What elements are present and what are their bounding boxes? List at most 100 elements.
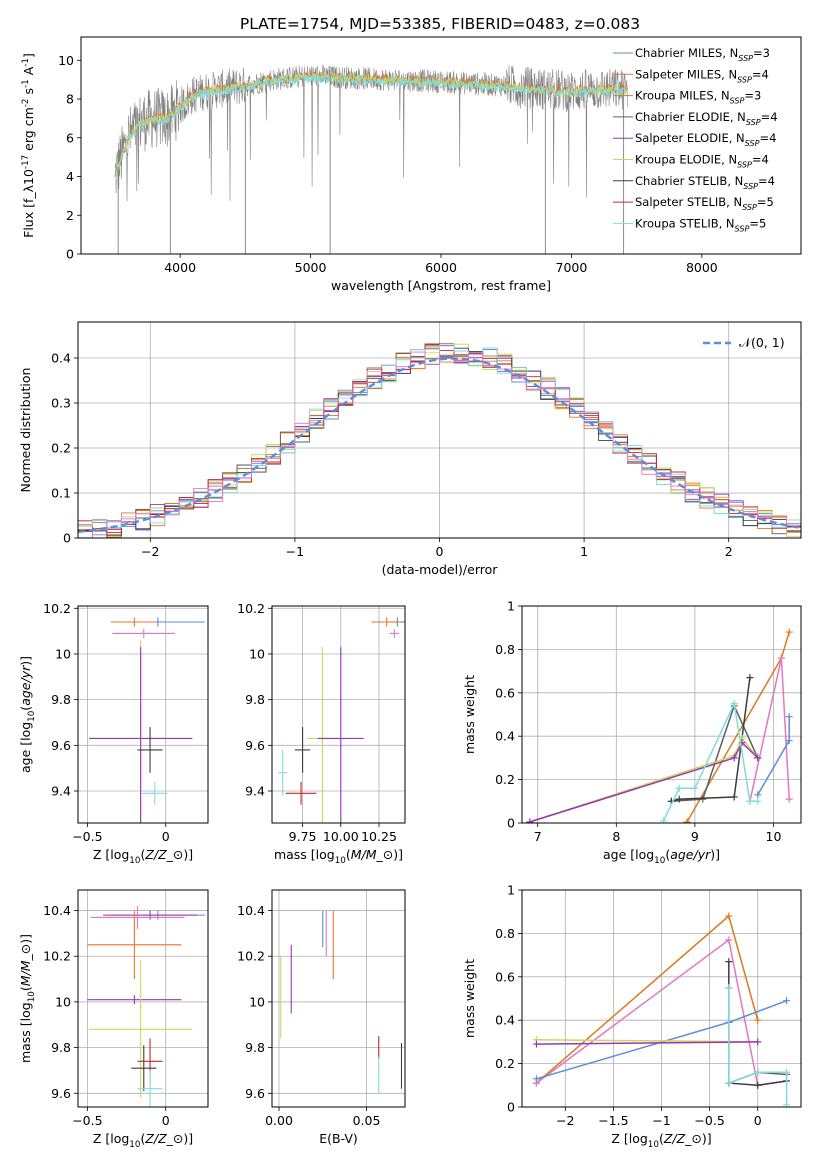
y-tick-label: 9.8: [51, 1040, 71, 1055]
histogram-series: [78, 351, 801, 538]
y-tick-label: 4: [66, 169, 74, 184]
x-tick-label: 6000: [425, 260, 457, 275]
y-axis-label: age [log10(age/yr)]: [18, 656, 37, 773]
x-axis-label: Z [log10(Z/Z_⊙)]: [93, 1131, 193, 1150]
weight-marker: [725, 912, 733, 920]
weight-marker: [526, 818, 534, 823]
legend-entry: Chabrier ELODIE, NSSP=4: [635, 110, 778, 127]
y-tick-label: 10.2: [43, 601, 71, 616]
x-tick-label: −1: [652, 1113, 670, 1128]
y-axis-label: mass [log10(M/M_⊙)]: [18, 934, 37, 1063]
plot-area: [78, 343, 801, 538]
weight-marker: [683, 818, 691, 823]
weight-marker: [725, 958, 733, 966]
legend-entry: Chabrier STELIB, NSSP=4: [635, 174, 775, 191]
weight-series-line: [529, 736, 759, 823]
x-axis-label: E(B-V): [319, 1131, 358, 1146]
legend-entry: 𝒩(0, 1): [739, 335, 785, 350]
age-vs-mass-panel: 9.75 10.00 10.25 9.4 9.6 9.8 10 10.2 mass [log10…: [237, 601, 406, 866]
y-tick-label: 10: [249, 994, 265, 1009]
x-tick-label: 0: [162, 829, 170, 844]
x-tick-label: 9.75: [289, 829, 317, 844]
x-tick-label: 2: [725, 544, 733, 559]
weight-marker: [783, 997, 791, 1005]
x-tick-label: 8: [612, 829, 620, 844]
y-tick-label: 10.4: [237, 903, 265, 918]
x-tick-label: −0.5: [72, 1113, 102, 1128]
errorbar-point: [142, 781, 168, 805]
weight-marker: [785, 628, 793, 636]
legend-entry: Salpeter MILES, NSSP=4: [635, 67, 769, 84]
y-tick-label: 9.6: [245, 738, 265, 753]
x-tick-label: 10.00: [323, 829, 359, 844]
errorbar-point: [112, 617, 157, 627]
axes-frame: [77, 605, 209, 824]
y-axis-label: Flux [f_λ10-17 erg cm-2 s-1 A-1]: [21, 53, 36, 238]
x-tick-label: −1: [286, 544, 304, 559]
weight-marker: [699, 795, 707, 803]
y-tick-label: 2: [66, 208, 74, 223]
x-tick-label: 5000: [295, 260, 327, 275]
weight-marker: [725, 936, 733, 944]
errorbar-point: [88, 647, 193, 823]
mass-vs-metallicity-panel: −0.5 0 9.6 9.8 10 10.2 10.4 Z [log10(Z/Z_⊙)] mas…: [18, 889, 209, 1150]
mass-weight-vs-age-panel: 7 8 9 10 0 0.2 0.4 0.6 0.8 1 age [log10(age/yr)] ma…: [462, 599, 802, 866]
y-tick-label: 0: [66, 247, 74, 262]
errorbar-point: [137, 1070, 163, 1107]
x-tick-label: 0: [436, 544, 444, 559]
y-tick-label: 1: [507, 599, 515, 614]
errorbar-point: [87, 910, 182, 980]
weight-marker: [730, 754, 738, 762]
plot-area: [278, 617, 405, 823]
plot-area: [280, 910, 403, 1094]
y-tick-label: 9.6: [51, 1086, 71, 1101]
y-tick-label: 0.6: [495, 969, 515, 984]
weight-marker: [785, 795, 793, 803]
x-axis-label: age [log10(age/yr)]: [603, 847, 720, 866]
figure-title: PLATE=1754, MJD=53385, FIBERID=0483, z=0…: [240, 15, 640, 33]
y-tick-label: 0.1: [51, 486, 71, 501]
weight-marker: [754, 1081, 762, 1089]
x-tick-label: 0.05: [353, 1113, 381, 1128]
y-tick-label: 10: [58, 53, 74, 68]
y-tick-label: 10.2: [43, 949, 71, 964]
y-tick-label: 0.2: [495, 772, 515, 787]
spectrum-legend: Chabrier MILES, NSSP=3 Salpeter MILES, NS…: [613, 46, 778, 233]
y-tick-label: 0.8: [495, 926, 515, 941]
x-tick-label: −0.5: [72, 829, 102, 844]
model-spectrum-line: [114, 73, 628, 177]
y-tick-label: 0.6: [495, 685, 515, 700]
axes-frame: [521, 605, 802, 824]
y-tick-label: 0.2: [51, 441, 71, 456]
legend-entry: Kroupa STELIB, NSSP=5: [635, 216, 766, 233]
weight-marker: [754, 797, 762, 805]
y-tick-label: 9.6: [245, 1086, 265, 1101]
weight-marker: [532, 1075, 540, 1083]
errorbar-point: [389, 628, 399, 638]
weight-marker: [754, 791, 762, 799]
x-tick-label: −2: [556, 1113, 574, 1128]
plot-area: [114, 64, 628, 254]
weight-marker: [783, 1101, 791, 1107]
y-tick-label: 0.3: [51, 396, 71, 411]
errorbar-point: [371, 617, 402, 627]
errorbar-point: [103, 910, 198, 920]
errorbar-point: [137, 727, 163, 773]
y-tick-label: 9.8: [245, 692, 265, 707]
x-tick-label: 0: [162, 1113, 170, 1128]
weight-marker: [675, 795, 683, 803]
gaussian-curve: [78, 357, 801, 534]
weight-marker: [730, 793, 738, 801]
axes-frame: [271, 889, 406, 1108]
y-tick-label: 0: [63, 531, 71, 546]
y-tick-label: 0: [507, 816, 515, 831]
plot-area: [88, 617, 205, 823]
errorbar-point: [88, 960, 193, 1098]
errorbar-point: [87, 995, 182, 1005]
y-tick-label: 1: [507, 883, 515, 898]
plot-area: [532, 912, 791, 1107]
x-tick-label: 7: [534, 829, 542, 844]
y-tick-label: 0: [507, 1100, 515, 1115]
legend-entry: Chabrier MILES, NSSP=3: [635, 46, 770, 63]
y-tick-label: 6: [66, 130, 74, 145]
